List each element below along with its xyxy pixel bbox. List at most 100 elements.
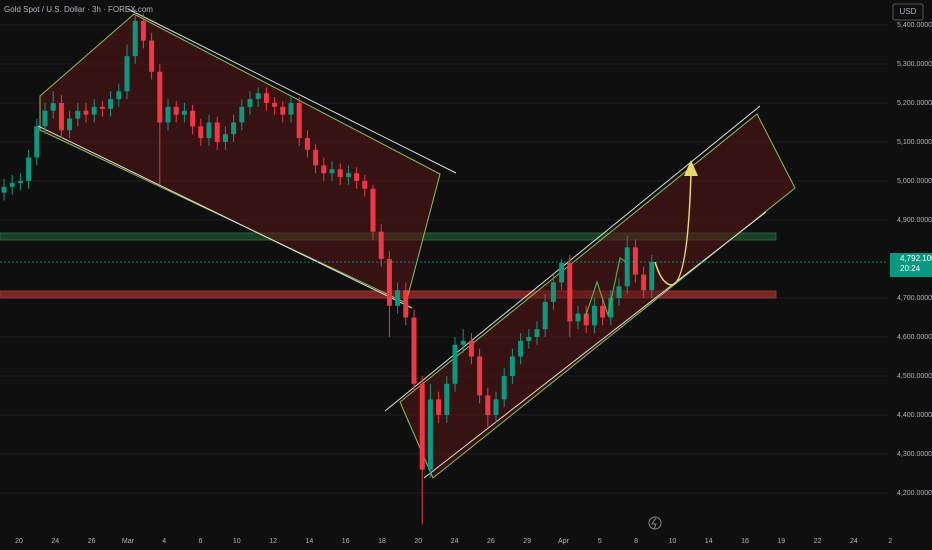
- candle-body: [263, 93, 269, 103]
- price-label-text: 4,792.1000: [900, 254, 932, 263]
- x-tick-label: 26: [88, 538, 96, 545]
- candle-body: [337, 169, 343, 178]
- x-tick-label: 16: [342, 538, 350, 545]
- falling-channel: [39, 13, 441, 304]
- candle-body: [157, 71, 163, 123]
- candle-body: [624, 247, 630, 287]
- price-label: [890, 253, 932, 278]
- candle-body: [67, 118, 73, 131]
- candle-body: [272, 102, 278, 107]
- x-tick-label: 14: [705, 538, 713, 545]
- candle-body: [83, 110, 89, 115]
- candle-body: [444, 383, 450, 415]
- x-tick-label: 20: [15, 538, 23, 545]
- candle-body: [222, 134, 228, 142]
- x-tick-label: 10: [669, 538, 677, 545]
- candle-body: [616, 286, 622, 298]
- candle-body: [591, 305, 597, 326]
- currency[interactable]: USD: [900, 7, 917, 16]
- channel-line: [127, 8, 457, 174]
- chart-title: Gold Spot / U.S. Dollar · 3h · FOREX.com: [4, 5, 153, 14]
- candle-body: [550, 282, 556, 302]
- countdown: 20:24: [900, 264, 921, 273]
- y-tick-label: 5,300.0000: [897, 61, 932, 68]
- candle-body: [280, 106, 286, 115]
- candle-body: [641, 274, 647, 291]
- candle-body: [370, 188, 376, 232]
- x-tick-label: 8: [634, 538, 638, 545]
- candle-body: [501, 375, 507, 400]
- candle-body: [149, 40, 155, 72]
- candle-body: [509, 356, 515, 376]
- x-tick-label: 16: [741, 538, 749, 545]
- candle-body: [575, 313, 581, 322]
- candle-body: [542, 301, 548, 330]
- y-tick-label: 5,000.0000: [897, 178, 932, 185]
- candle-body: [493, 399, 499, 415]
- candle-body: [649, 262, 655, 291]
- candle-body: [460, 340, 466, 345]
- event-icon[interactable]: [648, 516, 662, 530]
- y-tick-label: 4,400.0000: [897, 412, 932, 419]
- channel-line: [37, 125, 413, 309]
- candle-body: [50, 102, 56, 111]
- candle-body: [214, 122, 220, 142]
- x-tick-label: 24: [451, 538, 459, 545]
- candle-body: [485, 395, 491, 415]
- candle-body: [239, 106, 245, 123]
- candles: [1, 9, 655, 525]
- x-tick-label: 29: [523, 538, 531, 545]
- candle-body: [288, 102, 294, 115]
- y-tick-label: 4,700.0000: [897, 295, 932, 302]
- y-tick-label: 4,600.0000: [897, 334, 932, 341]
- candle-body: [534, 329, 540, 337]
- x-tick-label: 4: [162, 538, 166, 545]
- candle-body: [403, 290, 409, 318]
- x-tick-label: 24: [850, 538, 858, 545]
- candle-body: [329, 169, 335, 174]
- y-tick-label: 4,300.0000: [897, 451, 932, 458]
- x-tick-label: 10: [233, 538, 241, 545]
- arrow-head: [684, 160, 698, 176]
- y-tick-label: 4,900.0000: [897, 217, 932, 224]
- y-tick-label: 5,400.0000: [897, 22, 932, 29]
- channel-line: [423, 211, 767, 479]
- candle-body: [313, 149, 319, 166]
- candle-body: [632, 247, 638, 275]
- x-tick-label: 14: [306, 538, 314, 545]
- y-tick-label: 4,500.0000: [897, 373, 932, 380]
- candle-body: [386, 258, 392, 306]
- x-tick-label: 12: [269, 538, 277, 545]
- candle-body: [345, 173, 351, 178]
- candle-body: [296, 102, 302, 139]
- y-tick-label: 4,200.0000: [897, 490, 932, 497]
- candle-body: [42, 110, 48, 127]
- candle-body: [190, 110, 196, 127]
- candle-body: [255, 93, 261, 100]
- candle-body: [419, 383, 425, 470]
- candle-body: [477, 356, 483, 396]
- candle-body: [26, 157, 32, 181]
- candle-body: [165, 106, 171, 123]
- y-tick-label: 5,100.0000: [897, 139, 932, 146]
- candle-body: [518, 340, 524, 357]
- candle-body: [362, 180, 368, 189]
- candle-body: [140, 21, 146, 41]
- event-icon-bolt: [651, 517, 657, 530]
- candle-body: [58, 102, 64, 131]
- candle-body: [411, 317, 417, 384]
- candle-body: [91, 106, 97, 115]
- y-tick-label: 5,200.0000: [897, 100, 932, 107]
- candle-body: [247, 99, 253, 107]
- x-tick-label: 5: [598, 538, 602, 545]
- candle-body: [354, 173, 360, 181]
- currency-button[interactable]: [892, 3, 924, 21]
- candle-body: [378, 231, 384, 259]
- candle-body: [198, 126, 204, 139]
- candle-body: [304, 138, 310, 150]
- time-axis: [0, 532, 932, 550]
- candle-body: [116, 91, 122, 100]
- candle-body: [17, 180, 23, 183]
- candle-body: [321, 165, 327, 174]
